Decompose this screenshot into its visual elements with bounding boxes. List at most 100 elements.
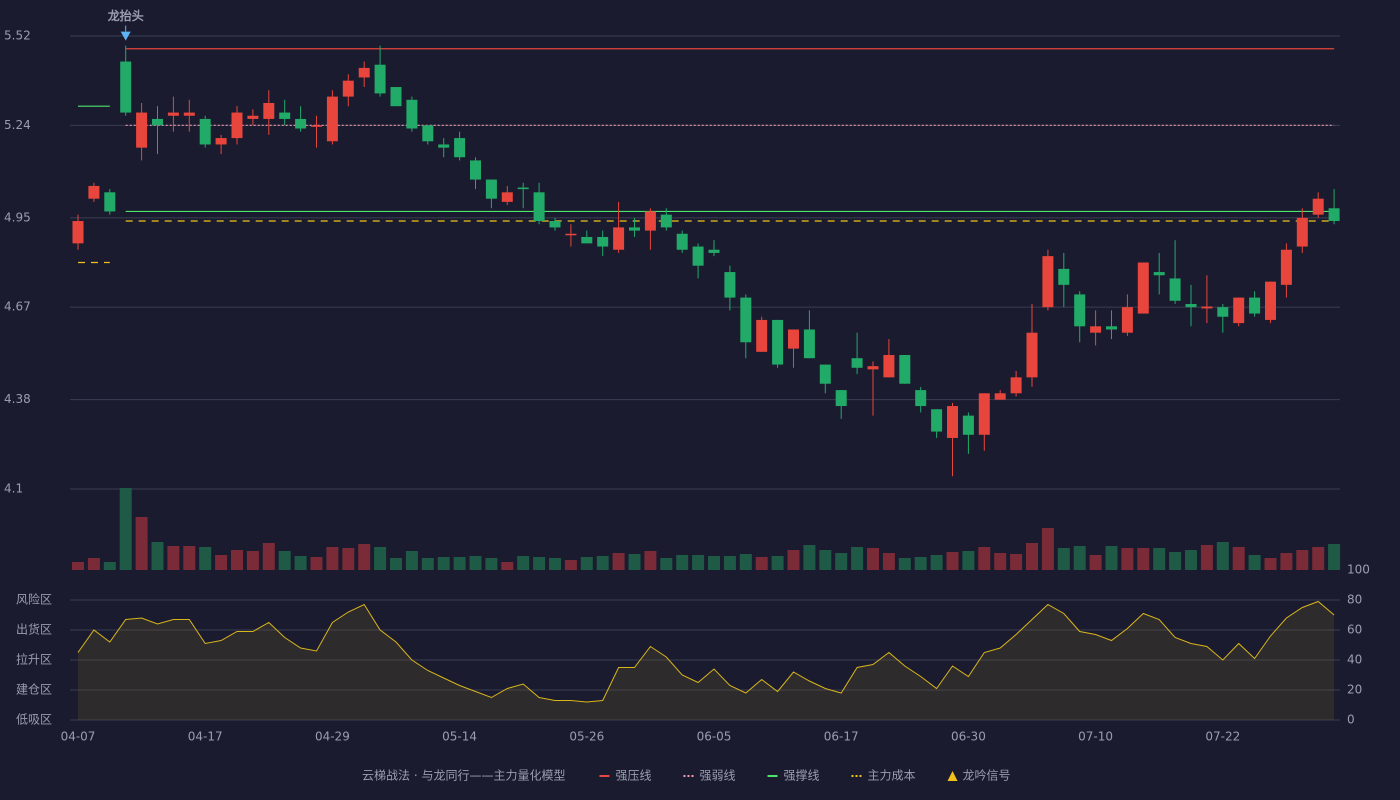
y2-tick-label: 100 — [1347, 563, 1370, 577]
candle-body — [1217, 307, 1229, 317]
candle-body — [501, 192, 513, 202]
candle-body — [1121, 307, 1133, 333]
volume-bar — [1026, 543, 1038, 570]
volume-bar — [723, 556, 736, 570]
candle-body — [692, 246, 704, 266]
volume-bar — [278, 551, 291, 570]
volume-bar — [930, 555, 943, 570]
volume-bar — [835, 553, 848, 570]
candle-body — [1042, 256, 1054, 308]
candle-body — [1312, 198, 1324, 215]
candle-body — [851, 358, 863, 368]
volume-bar — [215, 555, 228, 570]
volume-bar — [262, 543, 275, 570]
candle-body — [660, 214, 672, 228]
volume-bar — [103, 562, 116, 570]
volume-bar — [1248, 555, 1261, 570]
candle-body — [915, 390, 927, 407]
volume-bar — [453, 557, 466, 570]
volume-bar — [612, 553, 625, 570]
volume-bar — [469, 556, 482, 570]
candle-body — [199, 118, 211, 145]
candle-body — [740, 297, 752, 343]
y-tick-label: 4.1 — [4, 482, 23, 496]
signal-marker — [120, 31, 131, 41]
volume-bar — [914, 557, 927, 570]
x-tick-label: 04-17 — [188, 730, 223, 744]
candle-body — [883, 355, 895, 378]
volume-bar — [183, 546, 196, 570]
candle-body — [978, 393, 990, 435]
candle-body — [1280, 249, 1292, 285]
volume-bar — [246, 551, 259, 570]
candle-body — [72, 221, 84, 244]
volume-bar — [898, 558, 911, 570]
volume-bar — [660, 558, 673, 570]
candle-body — [311, 125, 322, 127]
volume-bar — [739, 554, 752, 570]
candle-body — [1010, 377, 1022, 394]
volume-bar — [1121, 548, 1134, 570]
volume-bar — [1264, 558, 1277, 570]
candle-body — [772, 319, 784, 365]
volume-bar — [1200, 545, 1213, 570]
zone-label: 拉升区 — [16, 652, 52, 667]
candle-body — [899, 355, 911, 384]
volume-bar — [87, 558, 100, 570]
volume-bar — [676, 555, 689, 570]
volume-bar — [533, 557, 546, 570]
volume-bar — [803, 545, 816, 570]
volume-bar — [151, 542, 164, 570]
volume-bar — [1185, 550, 1197, 570]
volume-bar — [517, 556, 530, 570]
candle-body — [342, 80, 354, 97]
y-tick-label: 4.38 — [4, 392, 31, 406]
volume-bar — [867, 548, 879, 570]
candle-body — [1249, 297, 1261, 314]
candle-body — [1233, 297, 1245, 324]
volume-bar — [1169, 552, 1182, 570]
candle-body — [597, 236, 609, 247]
annotation: 龙抬头 — [108, 8, 144, 23]
legend-label: 主力成本 — [868, 769, 916, 783]
level-line — [78, 105, 1335, 213]
volume-bar — [1010, 554, 1023, 570]
volume-bar — [644, 551, 657, 570]
volume-bar — [405, 551, 418, 570]
y2-tick-label: 20 — [1347, 683, 1362, 697]
candle-body — [994, 393, 1006, 400]
volume-bar — [421, 558, 434, 570]
candle-body — [517, 187, 529, 190]
candle-body — [1074, 294, 1086, 327]
candle-body — [1106, 326, 1117, 330]
legend-swatch — [947, 771, 958, 781]
candle-body — [326, 96, 338, 142]
candle-body — [533, 192, 545, 222]
candle-body — [565, 233, 577, 236]
volume-bar — [1073, 546, 1086, 570]
zone-label: 风险区 — [16, 592, 52, 607]
volume-bar — [390, 558, 402, 570]
volume-bar — [628, 554, 641, 570]
candle-body — [470, 160, 481, 180]
candle-body — [247, 115, 259, 119]
volume-bar — [771, 556, 784, 570]
volume-bar — [755, 557, 768, 570]
candle-body — [390, 87, 402, 107]
candle-body — [819, 364, 831, 384]
candle-body — [962, 415, 974, 435]
legend-label: 强撑线 — [783, 768, 819, 783]
legend-title: 云梯战法 · 与龙同行——主力量化模型 — [362, 769, 565, 783]
candle-body — [422, 125, 434, 142]
candle-body — [1058, 268, 1070, 285]
volume-bar — [72, 562, 84, 570]
candle-body — [803, 329, 815, 359]
candle-body — [1137, 262, 1149, 314]
volume-bar — [294, 556, 307, 570]
zone-label: 出货区 — [16, 622, 52, 637]
x-tick-label: 05-26 — [569, 730, 604, 744]
y-tick-label: 5.52 — [4, 29, 31, 43]
candle-body — [104, 192, 116, 212]
volume-bar — [1296, 550, 1309, 570]
candle-body — [1026, 332, 1038, 378]
